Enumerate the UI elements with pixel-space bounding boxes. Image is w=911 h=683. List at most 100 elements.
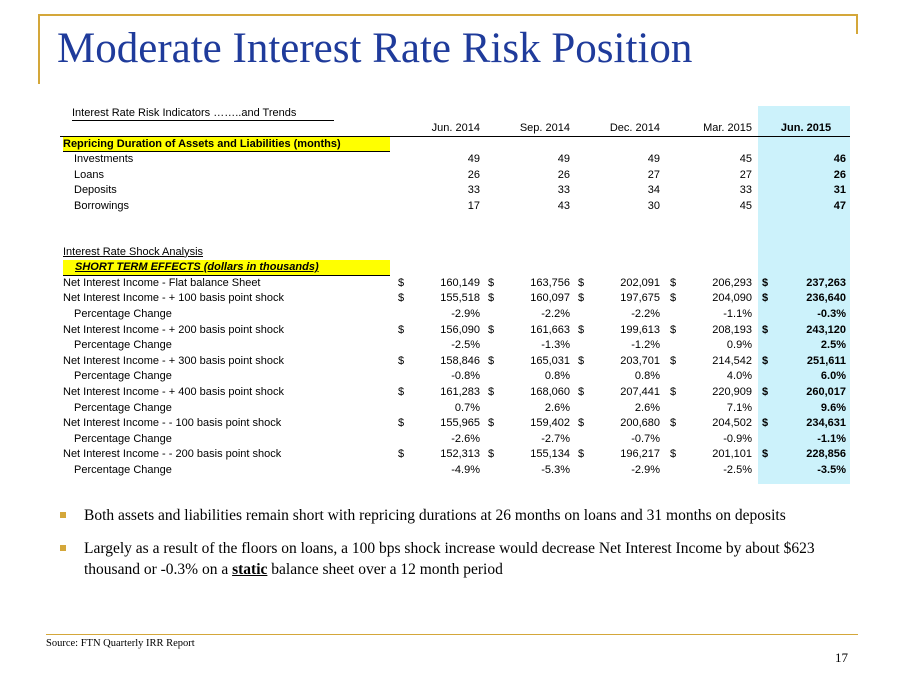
table-row: Net Interest Income - + 400 basis point … [60,385,850,401]
table-caption: Interest Rate Risk Indicators ……..and Tr… [72,106,334,121]
bullet-list: Both assets and liabilities remain short… [60,505,850,592]
table-cell: 7.1% [726,401,752,414]
table-cell: 45 [739,199,752,212]
bullet-item: Both assets and liabilities remain short… [60,505,850,526]
table-cell: 207,441 [620,385,660,398]
table-row: Investments 49 49 49 45 46 [60,152,850,168]
table-cell: 163,756 [530,276,570,289]
table-cell: 0.7% [454,401,480,414]
table-row: Net Interest Income - - 100 basis point … [60,416,850,432]
table-cell: 46 [833,153,846,166]
page-title: Moderate Interest Rate Risk Position [57,25,693,72]
dollar-sign: $ [762,292,769,305]
table-row: Borrowings 17 43 30 45 47 [60,199,850,215]
table-cell: 158,846 [440,354,480,367]
table-cell: 203,701 [620,354,660,367]
table-cell: 260,017 [806,385,846,398]
left-accent-line [38,14,40,84]
table-row: Percentage Change -2.5% -1.3% -1.2% 0.9% 2.5% [60,338,850,354]
table-cell: 49 [557,153,570,166]
dollar-sign: $ [578,323,585,336]
dollar-sign: $ [670,448,677,461]
table-cell: 34 [647,184,660,197]
table-cell: -0.8% [451,370,480,383]
dollar-sign: $ [488,385,495,398]
section-title-shock: Interest Rate Shock Analysis [63,245,204,258]
table-cell: -2.5% [723,463,752,476]
table-cell: 251,611 [806,354,846,367]
row-label: Net Interest Income - + 300 basis point … [63,354,285,367]
dollar-sign: $ [762,323,769,336]
bullet-square-icon [60,545,66,551]
row-label: Net Interest Income - - 100 basis point … [63,417,282,430]
dollar-sign: $ [762,448,769,461]
table-row: Net Interest Income - + 200 basis point … [60,323,850,339]
dollar-sign: $ [398,354,405,367]
page-number: 17 [835,650,848,665]
dollar-sign: $ [488,417,495,430]
table-cell: 27 [647,168,660,181]
bullet-square-icon [60,512,66,518]
dollar-sign: $ [670,276,677,289]
table-cell: 168,060 [530,385,570,398]
table-cell: 6.0% [820,370,846,383]
dollar-sign: $ [762,385,769,398]
dollar-sign: $ [670,354,677,367]
bullet-text: balance sheet over a 12 month period [267,561,503,578]
row-label: Net Interest Income - Flat balance Sheet [63,276,261,289]
table-cell: 4.0% [726,370,752,383]
table-cell: 30 [647,199,660,212]
table-cell: 208,193 [712,323,752,336]
row-label: Investments [74,153,134,166]
table-row: Percentage Change -0.8% 0.8% 0.8% 4.0% 6.0% [60,369,850,385]
current-quarter-highlight [758,106,850,484]
row-label: Percentage Change [74,339,172,352]
table-cell: 234,631 [806,417,846,430]
table-cell: 204,090 [712,292,752,305]
table-cell: 43 [557,199,570,212]
row-label: Net Interest Income - + 200 basis point … [63,323,285,336]
table-cell: 236,640 [806,292,846,305]
table-cell: 159,402 [530,417,570,430]
dollar-sign: $ [670,292,677,305]
table-cell: -0.9% [723,432,752,445]
table-cell: -2.2% [631,307,660,320]
table-cell: 201,101 [712,448,752,461]
table-cell: 33 [739,184,752,197]
table-row: Percentage Change -2.9% -2.2% -2.2% -1.1% -0.… [60,307,850,323]
table-row: Net Interest Income - + 100 basis point … [60,291,850,307]
table-row: Net Interest Income - Flat balance Sheet… [60,276,850,292]
table-cell: -2.7% [541,432,570,445]
table-cell: 26 [833,168,846,181]
table-cell: 155,134 [530,448,570,461]
row-label: Percentage Change [74,463,172,476]
table-row: Loans 26 26 27 27 26 [60,168,850,184]
table-cell: 45 [739,153,752,166]
dollar-sign: $ [670,385,677,398]
table-cell: 2.6% [544,401,570,414]
table-cell: -5.3% [541,463,570,476]
table-cell: -2.2% [541,307,570,320]
table-cell: 17 [467,199,480,212]
table-cell: 33 [557,184,570,197]
row-label: Percentage Change [74,307,172,320]
table-cell: 206,293 [712,276,752,289]
row-label: Percentage Change [74,432,172,445]
table-row: Percentage Change -4.9% -5.3% -2.9% -2.5% -3.… [60,463,850,479]
column-header: Dec. 2014 [609,122,660,134]
table-cell: -2.9% [451,307,480,320]
dollar-sign: $ [398,385,405,398]
table-row: Deposits 33 33 34 33 31 [60,183,850,199]
dollar-sign: $ [670,323,677,336]
table-cell: 161,283 [440,385,480,398]
dollar-sign: $ [488,448,495,461]
table-cell: -1.3% [541,339,570,352]
table-row: Net Interest Income - + 300 basis point … [60,354,850,370]
table-cell: 204,502 [712,417,752,430]
dollar-sign: $ [578,354,585,367]
table-cell: 0.8% [634,370,660,383]
table-cell: -2.5% [451,339,480,352]
table-cell: 155,965 [440,417,480,430]
table-cell: 0.8% [544,370,570,383]
column-header: Jun. 2014 [431,122,480,134]
